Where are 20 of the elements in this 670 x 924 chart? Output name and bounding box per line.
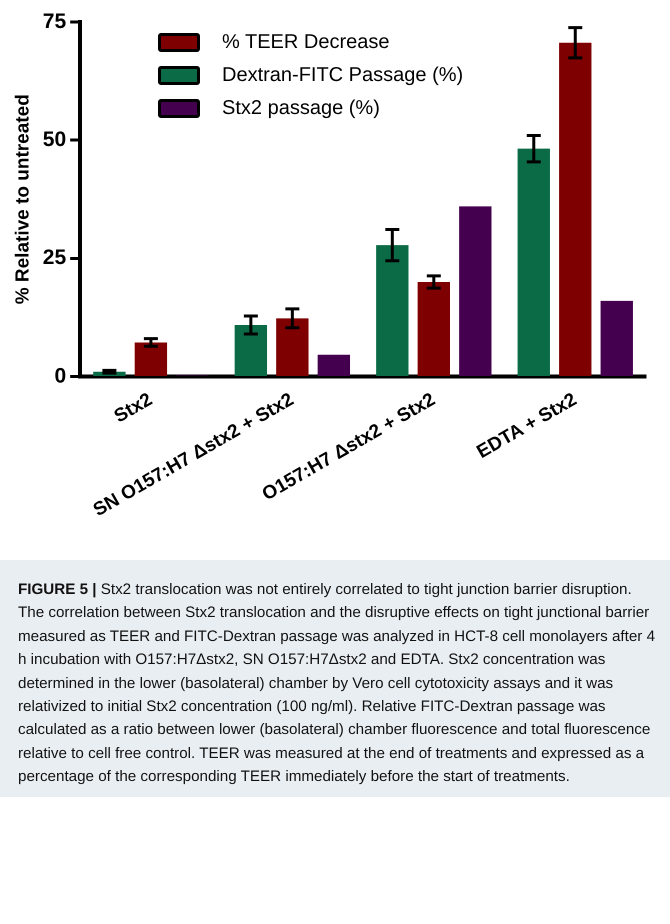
y-axis-title: % Relative to untreated <box>12 94 34 304</box>
bar <box>376 245 408 376</box>
bar <box>559 42 592 376</box>
y-tick-label: 0 <box>54 364 66 388</box>
bar <box>234 324 268 376</box>
y-tick-label: 75 <box>42 10 66 33</box>
bar <box>318 354 350 376</box>
y-tick-label: 50 <box>42 128 66 151</box>
y-tick-label: 25 <box>42 246 66 270</box>
bar <box>518 148 550 376</box>
bar <box>134 342 168 376</box>
legend-label: % TEER Decrease <box>222 31 390 54</box>
legend-label: Stx2 passage (%) <box>222 97 380 120</box>
legend-label: Dextran-FITC Passage (%) <box>222 64 464 87</box>
bar <box>418 282 450 376</box>
bar <box>459 206 492 376</box>
x-tick-label: Stx2 <box>110 389 156 428</box>
bar <box>600 300 633 376</box>
text: FIGURE 5 | Stx2 translocation was not entirely correlated to tight junction barrier disruption. The correlation between Stx2 translocation and the disruptive effects on tight junctional barrier measured as TEER and FITC-Dextran passage was analyzed in HCT-8 cell monolayers after 4 h incubation with O157:H7Δstx2, SN O157:H7Δstx2 and EDTA. Stx2 concentration was determined in the lower (basolateral) chamber by Vero cell cytotoxicity assays and it was relativized to initial Stx2 concentration (100 ng/ml). Relative FITC-Dextran passage was calculated as a ratio between lower (basolateral) chamber fluorescence and total fluorescence relative to cell free control. TEER was measured at the end of treatments and expressed as a percentage of the corresponding TEER immediately before the start of treatments. <box>18 581 656 786</box>
bar <box>276 318 309 376</box>
